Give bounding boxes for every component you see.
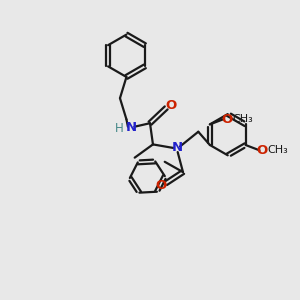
Text: O: O: [221, 112, 232, 126]
Text: O: O: [155, 179, 166, 192]
Text: O: O: [257, 144, 268, 157]
Text: O: O: [166, 99, 177, 112]
Text: H: H: [115, 122, 124, 135]
Text: CH₃: CH₃: [232, 114, 253, 124]
Text: N: N: [172, 141, 183, 154]
Text: N: N: [126, 121, 137, 134]
Text: CH₃: CH₃: [268, 145, 288, 155]
